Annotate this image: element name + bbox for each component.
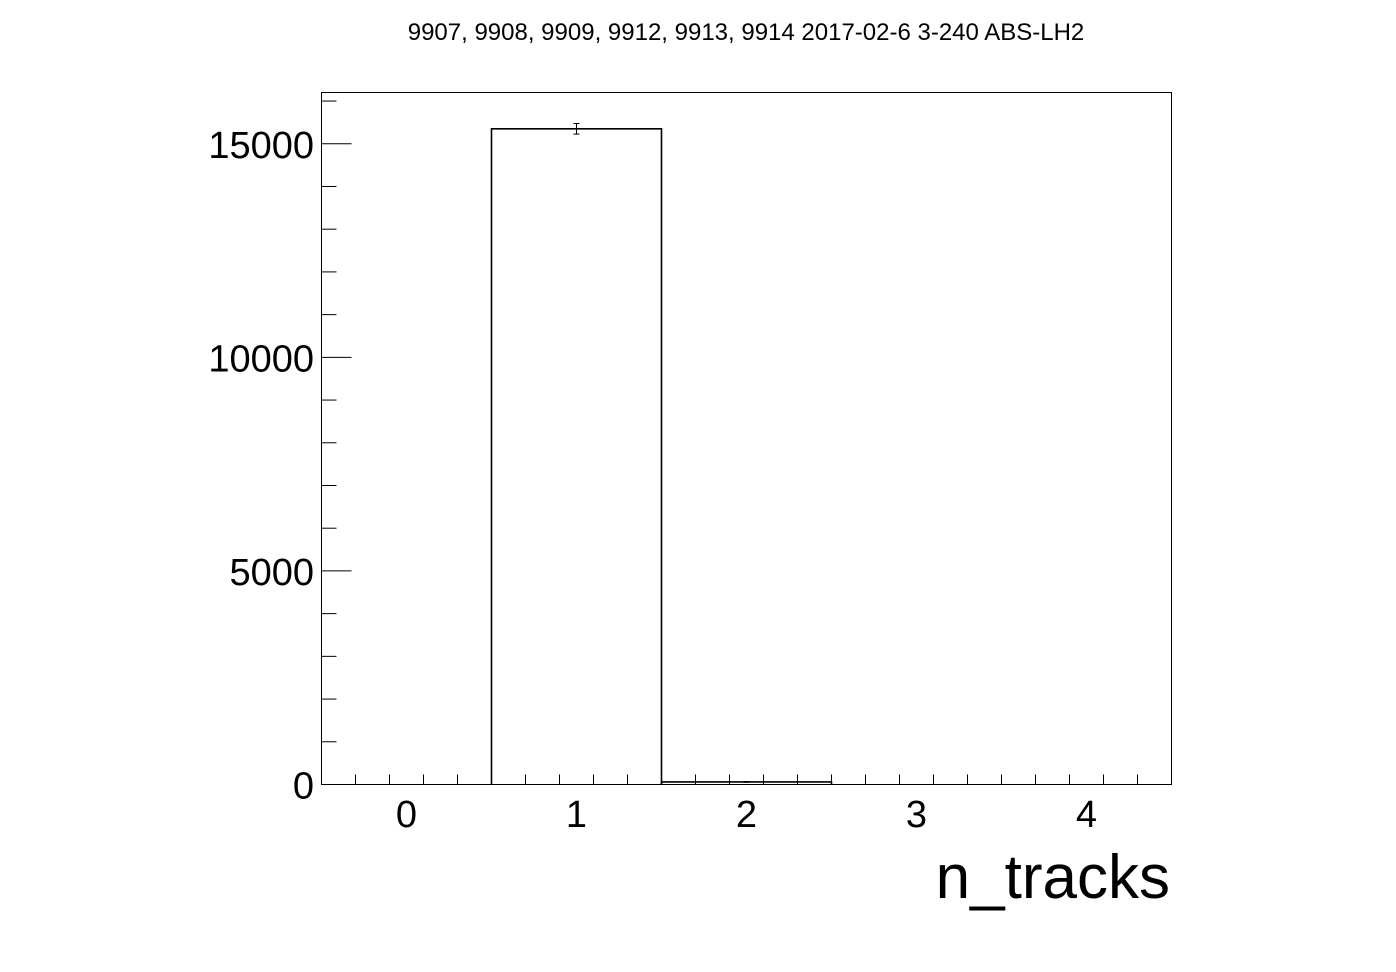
x-tick-label: 1 <box>566 794 587 836</box>
y-axis: 0 5000 10000 15000 <box>208 100 352 808</box>
y-tick-label: 5000 <box>229 552 314 594</box>
bars-layer <box>490 128 833 785</box>
x-tick-label: 0 <box>396 794 417 836</box>
y-tick-label: 10000 <box>208 338 314 380</box>
plot-frame <box>321 92 1172 785</box>
chart-title: 9907, 9908, 9909, 9912, 9913, 9914 2017-… <box>408 19 1085 46</box>
x-tick-label: 3 <box>906 794 927 836</box>
x-tick-label: 2 <box>736 794 757 836</box>
x-tick-label: 4 <box>1076 794 1097 836</box>
y-tick-label: 15000 <box>208 125 314 167</box>
x-axis-title: n_tracks <box>936 843 1170 912</box>
histogram-bar <box>490 128 663 785</box>
error-bars-layer <box>573 123 750 783</box>
x-axis: 0 1 2 3 4 <box>321 774 1172 836</box>
y-tick-label: 0 <box>293 766 314 808</box>
